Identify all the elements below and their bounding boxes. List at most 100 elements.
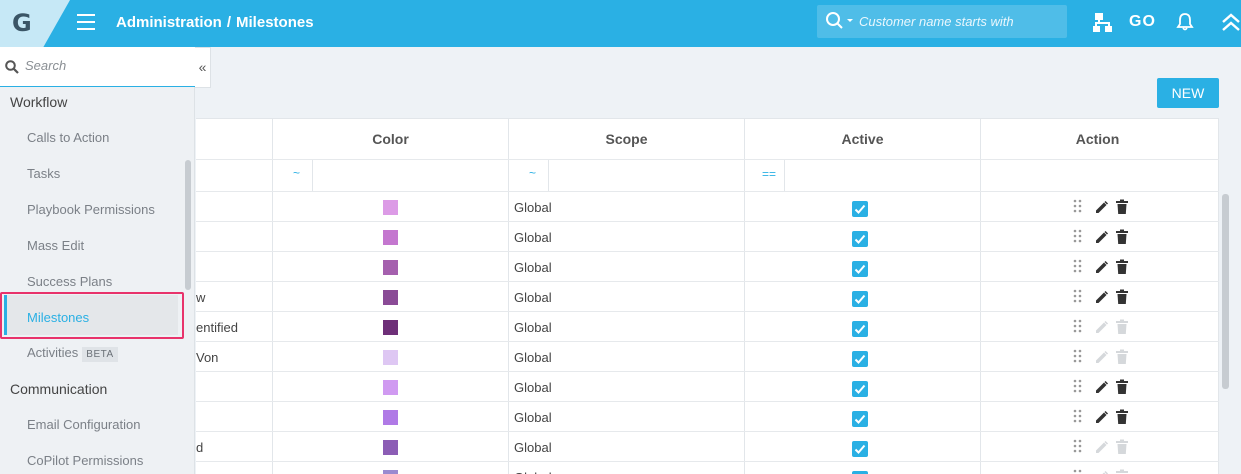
filter-operator-active[interactable]: == <box>762 167 777 181</box>
sidebar-item-copilot-permissions[interactable]: CoPilot Permissions <box>27 453 144 468</box>
go-button[interactable]: GO <box>1129 13 1156 30</box>
column-divider <box>744 119 745 474</box>
active-checkbox[interactable] <box>852 321 868 337</box>
breadcrumb-page: Milestones <box>236 14 314 31</box>
milestone-name-cell: Von <box>196 350 219 365</box>
app-logo[interactable]: G <box>12 9 32 37</box>
active-checkbox[interactable] <box>852 441 868 457</box>
chevron-up-icon[interactable] <box>1221 12 1241 34</box>
column-divider <box>1218 119 1219 474</box>
color-swatch <box>383 200 398 215</box>
column-header-scope[interactable]: Scope <box>605 131 648 147</box>
breadcrumb-section[interactable]: Administration <box>116 14 222 31</box>
filter-divider <box>784 160 785 191</box>
delete-icon[interactable] <box>1115 259 1129 280</box>
filter-operator-color[interactable]: ~ <box>293 166 301 180</box>
filter-operator-scope[interactable]: ~ <box>529 166 537 180</box>
row-divider <box>196 191 1219 192</box>
global-search[interactable] <box>817 5 1067 38</box>
sidebar-group-communication[interactable]: Communication <box>10 381 108 397</box>
hierarchy-icon[interactable] <box>1092 12 1114 34</box>
active-checkbox[interactable] <box>852 381 868 397</box>
sidebar-item-label: Activities <box>27 345 79 360</box>
column-header-active[interactable]: Active <box>841 131 884 147</box>
delete-icon[interactable] <box>1115 229 1129 250</box>
edit-icon[interactable] <box>1094 320 1109 340</box>
edit-icon[interactable] <box>1094 260 1109 280</box>
sidebar-item-success-plans[interactable]: Success Plans <box>27 274 113 289</box>
sidebar-item-calls-to-action[interactable]: Calls to Action <box>27 130 110 145</box>
column-header-action: Action <box>1075 131 1120 147</box>
active-checkbox[interactable] <box>852 291 868 307</box>
sidebar-item-activities[interactable]: Activities BETA <box>27 345 118 362</box>
scope-cell: Global <box>514 230 552 245</box>
drag-handle-icon[interactable] <box>1073 439 1083 460</box>
delete-icon[interactable] <box>1115 379 1129 400</box>
sidebar-group-workflow[interactable]: Workflow <box>10 94 68 110</box>
row-divider <box>196 341 1219 342</box>
drag-handle-icon[interactable] <box>1073 409 1083 430</box>
drag-handle-icon[interactable] <box>1073 229 1083 250</box>
admin-sidebar: Workflow Calls to Action Tasks Playbook … <box>0 47 195 474</box>
breadcrumb: Administration / Milestones <box>116 14 314 31</box>
column-header-color[interactable]: Color <box>372 131 409 147</box>
color-swatch <box>383 470 398 474</box>
edit-icon[interactable] <box>1094 470 1109 474</box>
delete-icon[interactable] <box>1115 199 1129 220</box>
column-divider <box>272 119 273 474</box>
search-icon[interactable] <box>825 11 855 31</box>
active-checkbox[interactable] <box>852 201 868 217</box>
collapse-sidebar-button[interactable]: « <box>195 47 211 88</box>
column-divider <box>980 119 981 474</box>
drag-handle-icon[interactable] <box>1073 349 1083 370</box>
delete-icon[interactable] <box>1115 349 1129 370</box>
drag-handle-icon[interactable] <box>1073 259 1083 280</box>
active-checkbox[interactable] <box>852 231 868 247</box>
app-logo-area[interactable] <box>0 0 70 47</box>
active-checkbox[interactable] <box>852 351 868 367</box>
sidebar-item-milestones[interactable]: Milestones <box>27 310 90 325</box>
milestones-grid: Color Scope Active Action ~ ~ == Global G… <box>196 118 1219 474</box>
delete-icon[interactable] <box>1115 319 1129 340</box>
sidebar-item-mass-edit[interactable]: Mass Edit <box>27 238 85 253</box>
menu-icon[interactable] <box>77 14 95 30</box>
grid-scrollbar[interactable] <box>1222 194 1229 389</box>
highlight-annotation <box>0 292 184 339</box>
scope-cell: Global <box>514 380 552 395</box>
active-checkbox[interactable] <box>852 471 868 474</box>
drag-handle-icon[interactable] <box>1073 199 1083 220</box>
color-swatch <box>383 380 398 395</box>
edit-icon[interactable] <box>1094 350 1109 370</box>
color-swatch <box>383 290 398 305</box>
row-divider <box>196 461 1219 462</box>
drag-handle-icon[interactable] <box>1073 379 1083 400</box>
sidebar-item-email-configuration[interactable]: Email Configuration <box>27 417 141 432</box>
row-divider <box>196 311 1219 312</box>
drag-handle-icon[interactable] <box>1073 469 1083 474</box>
bell-icon[interactable] <box>1176 12 1194 32</box>
scope-cell: Global <box>514 350 552 365</box>
drag-handle-icon[interactable] <box>1073 289 1083 310</box>
delete-icon[interactable] <box>1115 289 1129 310</box>
sidebar-item-playbook-permissions[interactable]: Playbook Permissions <box>27 202 155 217</box>
global-search-input[interactable] <box>859 11 1059 31</box>
sidebar-item-tasks[interactable]: Tasks <box>27 166 61 181</box>
delete-icon[interactable] <box>1115 439 1129 460</box>
active-checkbox[interactable] <box>852 411 868 427</box>
edit-icon[interactable] <box>1094 410 1109 430</box>
scope-cell: Global <box>514 200 552 215</box>
color-swatch <box>383 410 398 425</box>
new-milestone-button[interactable]: NEW <box>1157 78 1219 108</box>
active-checkbox[interactable] <box>852 261 868 277</box>
edit-icon[interactable] <box>1094 290 1109 310</box>
delete-icon[interactable] <box>1115 409 1129 430</box>
sidebar-search-input[interactable] <box>25 58 185 73</box>
drag-handle-icon[interactable] <box>1073 319 1083 340</box>
delete-icon[interactable] <box>1115 469 1129 474</box>
edit-icon[interactable] <box>1094 380 1109 400</box>
edit-icon[interactable] <box>1094 440 1109 460</box>
edit-icon[interactable] <box>1094 230 1109 250</box>
sidebar-scrollbar[interactable] <box>185 160 191 290</box>
edit-icon[interactable] <box>1094 200 1109 220</box>
sidebar-search[interactable] <box>0 47 195 87</box>
